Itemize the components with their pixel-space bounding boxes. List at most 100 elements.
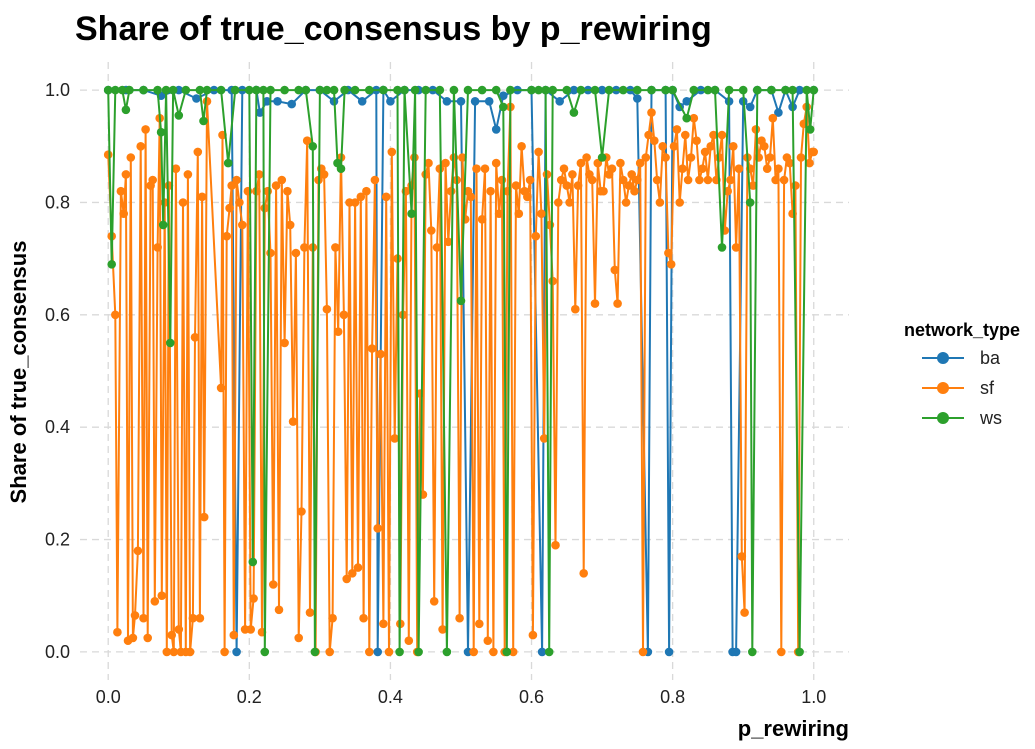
data-point-sf: [638, 647, 648, 657]
data-point-sf: [373, 524, 383, 533]
data-point-sf: [141, 125, 150, 134]
data-point-sf: [225, 203, 234, 213]
data-point-sf: [246, 625, 255, 634]
data-point-sf: [508, 647, 518, 657]
data-point-ws: [449, 85, 459, 95]
data-point-sf: [582, 153, 591, 162]
data-point-ws: [259, 85, 268, 95]
data-point-ws: [435, 85, 445, 95]
data-point-ws: [421, 85, 431, 95]
data-point-sf: [571, 304, 580, 314]
data-point-sf: [384, 647, 394, 657]
data-point-ws: [576, 85, 586, 95]
data-point-sf: [274, 605, 284, 615]
data-point-sf: [271, 181, 281, 190]
legend-label-sf: sf: [980, 378, 995, 398]
data-point-ws: [322, 85, 332, 95]
data-point-sf: [260, 203, 270, 213]
data-point-ws: [502, 647, 512, 657]
data-point-sf: [121, 170, 131, 179]
data-point-sf: [568, 170, 577, 179]
data-point-sf: [103, 150, 113, 159]
data-point-sf: [517, 142, 526, 151]
data-point-sf: [387, 147, 397, 157]
data-point-ws: [724, 85, 734, 95]
data-point-sf: [199, 512, 209, 522]
data-point-sf: [666, 260, 676, 269]
data-point-ba: [192, 94, 201, 103]
data-point-ws: [477, 85, 487, 95]
data-point-sf: [162, 647, 172, 657]
data-point-sf: [381, 192, 391, 202]
data-point-ws: [260, 647, 270, 657]
data-point-ws: [223, 158, 233, 168]
data-point-sf: [613, 299, 622, 308]
data-point-ws: [166, 338, 175, 348]
data-point-sf: [706, 142, 715, 151]
data-point-sf: [714, 153, 724, 162]
data-point-sf: [672, 125, 682, 134]
data-point-sf: [528, 630, 538, 640]
legend-item-ws: ws: [922, 408, 1002, 428]
data-point-ws: [158, 220, 168, 230]
data-point-sf: [731, 243, 741, 252]
data-point-sf: [325, 647, 335, 657]
data-point-sf: [277, 175, 287, 185]
data-point-sf: [153, 243, 162, 252]
series-layer: [103, 85, 818, 657]
data-point-sf: [424, 158, 433, 168]
data-point-sf: [658, 142, 667, 151]
data-point-sf: [579, 569, 588, 578]
data-point-sf: [729, 142, 738, 151]
data-point-ws: [633, 85, 642, 95]
data-point-ws: [604, 85, 614, 95]
data-point-ws: [393, 85, 402, 95]
data-point-sf: [576, 158, 586, 168]
data-point-sf: [650, 136, 659, 145]
data-point-ws: [703, 85, 713, 95]
data-point-ws: [541, 85, 550, 95]
data-point-sf: [627, 170, 636, 179]
chart-title: Share of true_consensus by p_rewiring: [75, 10, 712, 48]
data-point-sf: [280, 338, 289, 348]
data-point-sf: [319, 170, 329, 179]
data-point-ws: [414, 647, 423, 657]
data-point-sf: [709, 130, 718, 140]
data-point-ws: [107, 260, 116, 269]
data-point-sf: [227, 181, 236, 190]
data-point-sf: [432, 243, 442, 252]
data-point-sf: [139, 613, 148, 623]
data-point-sf: [169, 647, 179, 657]
data-point-sf: [229, 630, 239, 640]
data-point-ws: [456, 296, 466, 306]
data-point-sf: [353, 563, 363, 572]
data-point-ws: [245, 85, 254, 95]
data-point-sf: [554, 198, 563, 207]
data-point-ba: [262, 97, 272, 106]
data-point-sf: [610, 265, 620, 275]
data-point-sf: [483, 636, 493, 645]
data-point-sf: [302, 136, 312, 145]
data-point-sf: [683, 175, 693, 185]
data-point-ws: [590, 85, 600, 95]
data-point-sf: [486, 186, 495, 196]
data-point-ws: [407, 209, 416, 218]
data-point-sf: [305, 608, 315, 617]
data-point-ws: [280, 85, 289, 95]
data-point-ws: [802, 85, 811, 95]
x-tick-label: 0.8: [660, 687, 685, 707]
data-point-ws: [463, 85, 473, 95]
data-point-sf: [379, 619, 388, 629]
data-point-sf: [362, 186, 371, 196]
data-point-sf: [477, 215, 487, 224]
data-point-ba: [774, 108, 783, 117]
data-point-ba: [456, 97, 466, 106]
data-point-sf: [751, 125, 761, 134]
data-point-sf: [647, 108, 656, 117]
tick-labels: 0.0 0.2 0.4 0.6 0.8 1.0 0.0 0.2 0.4 0.6 0.8 1.0: [45, 80, 826, 707]
data-point-ws: [379, 85, 388, 95]
x-tick-label: 0.2: [237, 687, 262, 707]
data-point-sf: [294, 633, 304, 643]
data-point-ws: [181, 85, 191, 95]
